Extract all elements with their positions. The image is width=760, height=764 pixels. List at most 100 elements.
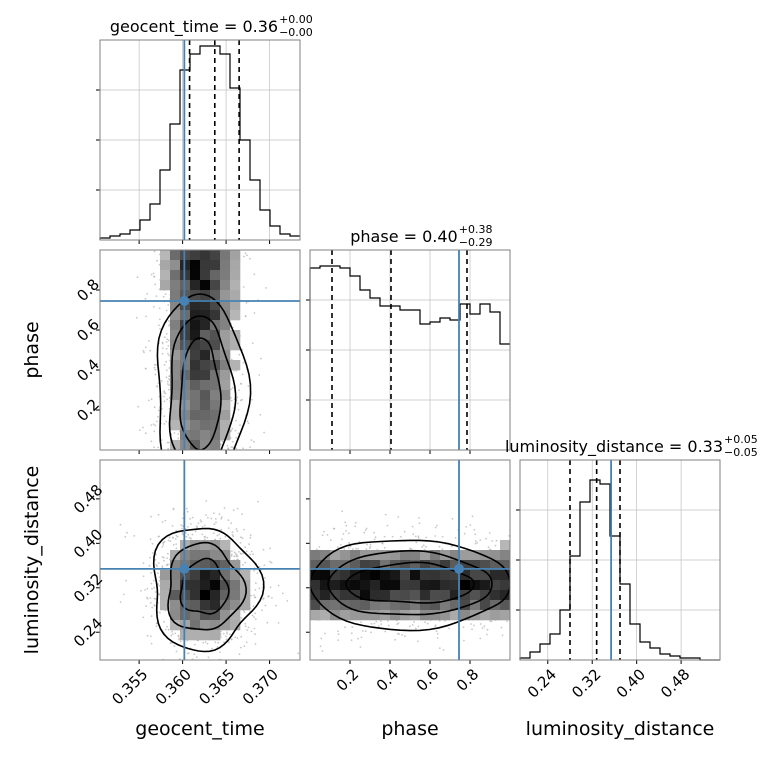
contour-level (327, 549, 493, 616)
scatter-point (258, 587, 261, 590)
scatter-point (332, 527, 335, 530)
density-cell (310, 590, 321, 601)
scatter-point (243, 645, 246, 648)
scatter-point (201, 526, 204, 528)
title-geocent_time: geocent_time = 0.36 +0.00−0.00 (110, 13, 313, 39)
density-cell (220, 580, 231, 591)
density-cell (190, 350, 201, 361)
density-cell (210, 290, 221, 301)
scatter-point (495, 539, 498, 542)
scatter-point (157, 562, 160, 564)
density-cell (500, 580, 510, 591)
scatter-point (157, 572, 159, 574)
density-cell (470, 550, 481, 561)
density-cell (390, 580, 401, 591)
scatter-point (149, 538, 152, 541)
density-cell (190, 380, 201, 391)
scatter-point (329, 539, 332, 542)
density-cell (480, 560, 491, 571)
scatter-point (158, 324, 160, 327)
density-cell (220, 610, 231, 621)
density-cell (360, 610, 371, 621)
scatter-point (185, 535, 188, 538)
scatter-point (158, 307, 161, 310)
density-cell (230, 310, 241, 321)
scatter-point (318, 546, 321, 548)
scatter-point (153, 250, 156, 253)
scatter-point (151, 606, 154, 609)
scatter-point (165, 420, 168, 423)
scatter-point (350, 632, 353, 635)
scatter-point (122, 593, 125, 596)
scatter-point (119, 523, 122, 526)
scatter-point (240, 553, 243, 555)
density-cell (170, 390, 181, 401)
scatter-point (339, 544, 342, 546)
scatter-point (182, 525, 184, 528)
scatter-point (230, 555, 233, 557)
density-cell (320, 590, 331, 601)
y-tick-label-luminosity_distance: 0.48 (70, 481, 106, 517)
scatter-point (146, 292, 149, 295)
scatter-point (254, 643, 257, 645)
scatter-point (186, 507, 188, 510)
scatter-point (162, 541, 165, 544)
scatter-point (237, 408, 240, 411)
density-cell (210, 420, 221, 431)
scatter-point (240, 536, 242, 539)
scatter-point (266, 621, 269, 624)
density-cell (170, 560, 181, 571)
scatter-point (162, 295, 165, 298)
scatter-point (163, 559, 165, 562)
panel-phase-distance (306, 460, 510, 664)
scatter-point (163, 620, 165, 623)
scatter-point (448, 627, 450, 630)
scatter-point (244, 625, 247, 628)
density-cell (490, 550, 501, 561)
scatter-point (240, 382, 243, 385)
scatter-point (207, 656, 210, 659)
scatter-point (161, 565, 164, 568)
scatter-point (438, 545, 441, 548)
scatter-point (124, 535, 127, 538)
scatter-point (190, 537, 192, 540)
scatter-point (149, 635, 152, 638)
scatter-point (153, 406, 156, 409)
scatter-point (234, 636, 237, 639)
x-tick-label-geocent_time: 0.370 (239, 665, 282, 708)
scatter-point (242, 662, 244, 664)
scatter-point (425, 545, 427, 548)
scatter-point (207, 516, 209, 519)
density-cell (500, 540, 510, 551)
density-cell (170, 550, 181, 561)
x-tick-label-luminosity_distance: 0.32 (568, 665, 604, 701)
density-cell (200, 320, 211, 331)
scatter-point (211, 647, 213, 650)
scatter-point (258, 566, 261, 568)
scatter-point (257, 500, 259, 503)
scatter-point (164, 293, 167, 295)
scatter-point (321, 534, 324, 537)
density-cell (200, 370, 211, 381)
density-cell (170, 290, 181, 301)
scatter-point (186, 652, 189, 655)
density-cell (220, 570, 231, 581)
scatter-point (403, 530, 406, 533)
x-tick-label-phase: 0.6 (413, 665, 443, 695)
density-cell (210, 590, 221, 601)
scatter-point (242, 447, 245, 450)
scatter-point (217, 641, 220, 644)
density-cell (190, 270, 201, 281)
density-cell (440, 600, 451, 611)
scatter-point (218, 533, 221, 536)
scatter-point (254, 582, 257, 584)
density-cell (230, 600, 241, 611)
contour-level (345, 561, 475, 604)
contour-level (167, 541, 247, 631)
scatter-point (364, 630, 367, 633)
scatter-point (187, 526, 189, 528)
density-cell (210, 370, 221, 381)
scatter-point (178, 638, 181, 641)
density-cell (500, 590, 510, 601)
density-cell (220, 370, 231, 381)
